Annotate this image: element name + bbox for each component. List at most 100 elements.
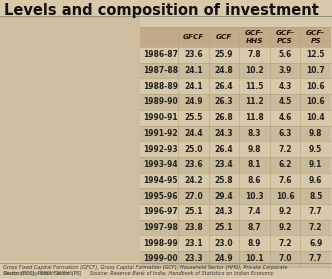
Text: 23.4: 23.4 bbox=[214, 160, 233, 169]
Text: 7.4: 7.4 bbox=[248, 207, 261, 216]
Bar bbox=[140, 220, 331, 235]
Bar bbox=[0, 16, 140, 261]
Text: 7.7: 7.7 bbox=[309, 207, 322, 216]
Text: 8.7: 8.7 bbox=[248, 223, 261, 232]
Text: 7.8: 7.8 bbox=[248, 50, 261, 59]
Text: 24.4: 24.4 bbox=[184, 129, 203, 138]
Text: 8.5: 8.5 bbox=[309, 192, 322, 201]
Text: 11.5: 11.5 bbox=[245, 82, 264, 91]
Text: Gross Fixed Capital Formation (GFCF), Gross Capital Formation (GCF), Household S: Gross Fixed Capital Formation (GFCF), Gr… bbox=[3, 266, 288, 271]
Text: 11.8: 11.8 bbox=[245, 113, 264, 122]
Text: 9.2: 9.2 bbox=[279, 223, 292, 232]
Text: 23.1: 23.1 bbox=[184, 239, 203, 248]
Text: 9.2: 9.2 bbox=[279, 207, 292, 216]
Bar bbox=[140, 110, 331, 126]
Text: 24.9: 24.9 bbox=[214, 254, 233, 263]
Text: PS: PS bbox=[310, 38, 321, 44]
Text: 9.8: 9.8 bbox=[309, 129, 322, 138]
Text: 1990-91: 1990-91 bbox=[143, 113, 178, 122]
Text: 8.1: 8.1 bbox=[248, 160, 261, 169]
Text: 27.0: 27.0 bbox=[184, 192, 203, 201]
Bar bbox=[140, 126, 331, 141]
Bar bbox=[140, 251, 331, 267]
Text: 1994-95: 1994-95 bbox=[143, 176, 178, 185]
Bar bbox=[140, 63, 331, 78]
Text: 10.6: 10.6 bbox=[306, 82, 325, 91]
Text: 7.7: 7.7 bbox=[309, 254, 322, 263]
Text: 1986-87: 1986-87 bbox=[143, 50, 178, 59]
Text: GFCF: GFCF bbox=[183, 34, 204, 40]
Text: 7.2: 7.2 bbox=[309, 223, 322, 232]
Text: 6.9: 6.9 bbox=[309, 239, 322, 248]
Text: 25.1: 25.1 bbox=[184, 207, 203, 216]
Text: GCF-: GCF- bbox=[276, 30, 294, 36]
Text: 7.0: 7.0 bbox=[278, 254, 292, 263]
Bar bbox=[140, 204, 331, 220]
Text: 1987-88: 1987-88 bbox=[143, 66, 178, 75]
Text: GCF-: GCF- bbox=[306, 30, 325, 36]
Text: 10.6: 10.6 bbox=[276, 192, 294, 201]
Text: 9.6: 9.6 bbox=[309, 176, 322, 185]
Text: 26.4: 26.4 bbox=[214, 145, 233, 153]
Text: 9.5: 9.5 bbox=[309, 145, 322, 153]
Text: 24.1: 24.1 bbox=[184, 66, 203, 75]
Text: PCS: PCS bbox=[277, 38, 293, 44]
Text: 4.5: 4.5 bbox=[279, 97, 292, 107]
Bar bbox=[140, 141, 331, 157]
Text: 9.1: 9.1 bbox=[309, 160, 322, 169]
Text: 25.8: 25.8 bbox=[214, 176, 233, 185]
Text: 8.6: 8.6 bbox=[248, 176, 261, 185]
Text: 7.6: 7.6 bbox=[278, 176, 292, 185]
Text: 1989-90: 1989-90 bbox=[143, 97, 178, 107]
Bar bbox=[140, 188, 331, 204]
Text: 1998-99: 1998-99 bbox=[143, 239, 178, 248]
Text: Illustration by BINAY SINHA: Illustration by BINAY SINHA bbox=[4, 271, 72, 276]
Bar bbox=[140, 173, 331, 188]
Text: 23.3: 23.3 bbox=[184, 254, 203, 263]
Text: 24.3: 24.3 bbox=[214, 129, 233, 138]
Bar bbox=[140, 78, 331, 94]
Text: 4.6: 4.6 bbox=[279, 113, 292, 122]
Text: 8.3: 8.3 bbox=[248, 129, 261, 138]
Text: 6.3: 6.3 bbox=[279, 129, 292, 138]
Text: 24.2: 24.2 bbox=[184, 176, 203, 185]
Text: 24.9: 24.9 bbox=[184, 97, 203, 107]
Text: Levels and composition of investment: Levels and composition of investment bbox=[4, 3, 319, 18]
Text: 10.4: 10.4 bbox=[306, 113, 325, 122]
Text: 1992-93: 1992-93 bbox=[143, 145, 178, 153]
Text: 11.2: 11.2 bbox=[245, 97, 264, 107]
Bar bbox=[140, 27, 331, 47]
Text: 3.9: 3.9 bbox=[279, 66, 292, 75]
Text: 7.2: 7.2 bbox=[278, 145, 292, 153]
Text: 26.3: 26.3 bbox=[214, 97, 233, 107]
Text: 23.6: 23.6 bbox=[184, 160, 203, 169]
Text: 1999-00: 1999-00 bbox=[143, 254, 178, 263]
Text: 23.8: 23.8 bbox=[184, 223, 203, 232]
Bar bbox=[140, 157, 331, 173]
Text: 10.3: 10.3 bbox=[245, 192, 264, 201]
Text: 10.6: 10.6 bbox=[306, 97, 325, 107]
Bar bbox=[140, 47, 331, 63]
Text: 1988-89: 1988-89 bbox=[143, 82, 178, 91]
Text: 10.1: 10.1 bbox=[245, 254, 264, 263]
Text: 25.1: 25.1 bbox=[215, 223, 233, 232]
Text: 1995-96: 1995-96 bbox=[143, 192, 178, 201]
Text: 6.2: 6.2 bbox=[279, 160, 292, 169]
Text: 1991-92: 1991-92 bbox=[143, 129, 178, 138]
Text: 7.2: 7.2 bbox=[278, 239, 292, 248]
Text: 1997-98: 1997-98 bbox=[143, 223, 178, 232]
Text: GCF: GCF bbox=[216, 34, 232, 40]
Text: 1993-94: 1993-94 bbox=[143, 160, 178, 169]
Text: 24.8: 24.8 bbox=[214, 66, 233, 75]
Text: 24.3: 24.3 bbox=[214, 207, 233, 216]
Bar bbox=[140, 94, 331, 110]
Text: 26.4: 26.4 bbox=[214, 82, 233, 91]
Text: 12.5: 12.5 bbox=[306, 50, 325, 59]
Text: 23.0: 23.0 bbox=[214, 239, 233, 248]
Text: HHS: HHS bbox=[246, 38, 263, 44]
Text: 1996-97: 1996-97 bbox=[143, 207, 178, 216]
Text: 25.9: 25.9 bbox=[215, 50, 233, 59]
Text: 9.8: 9.8 bbox=[248, 145, 261, 153]
Text: 5.6: 5.6 bbox=[279, 50, 292, 59]
Text: 23.6: 23.6 bbox=[184, 50, 203, 59]
